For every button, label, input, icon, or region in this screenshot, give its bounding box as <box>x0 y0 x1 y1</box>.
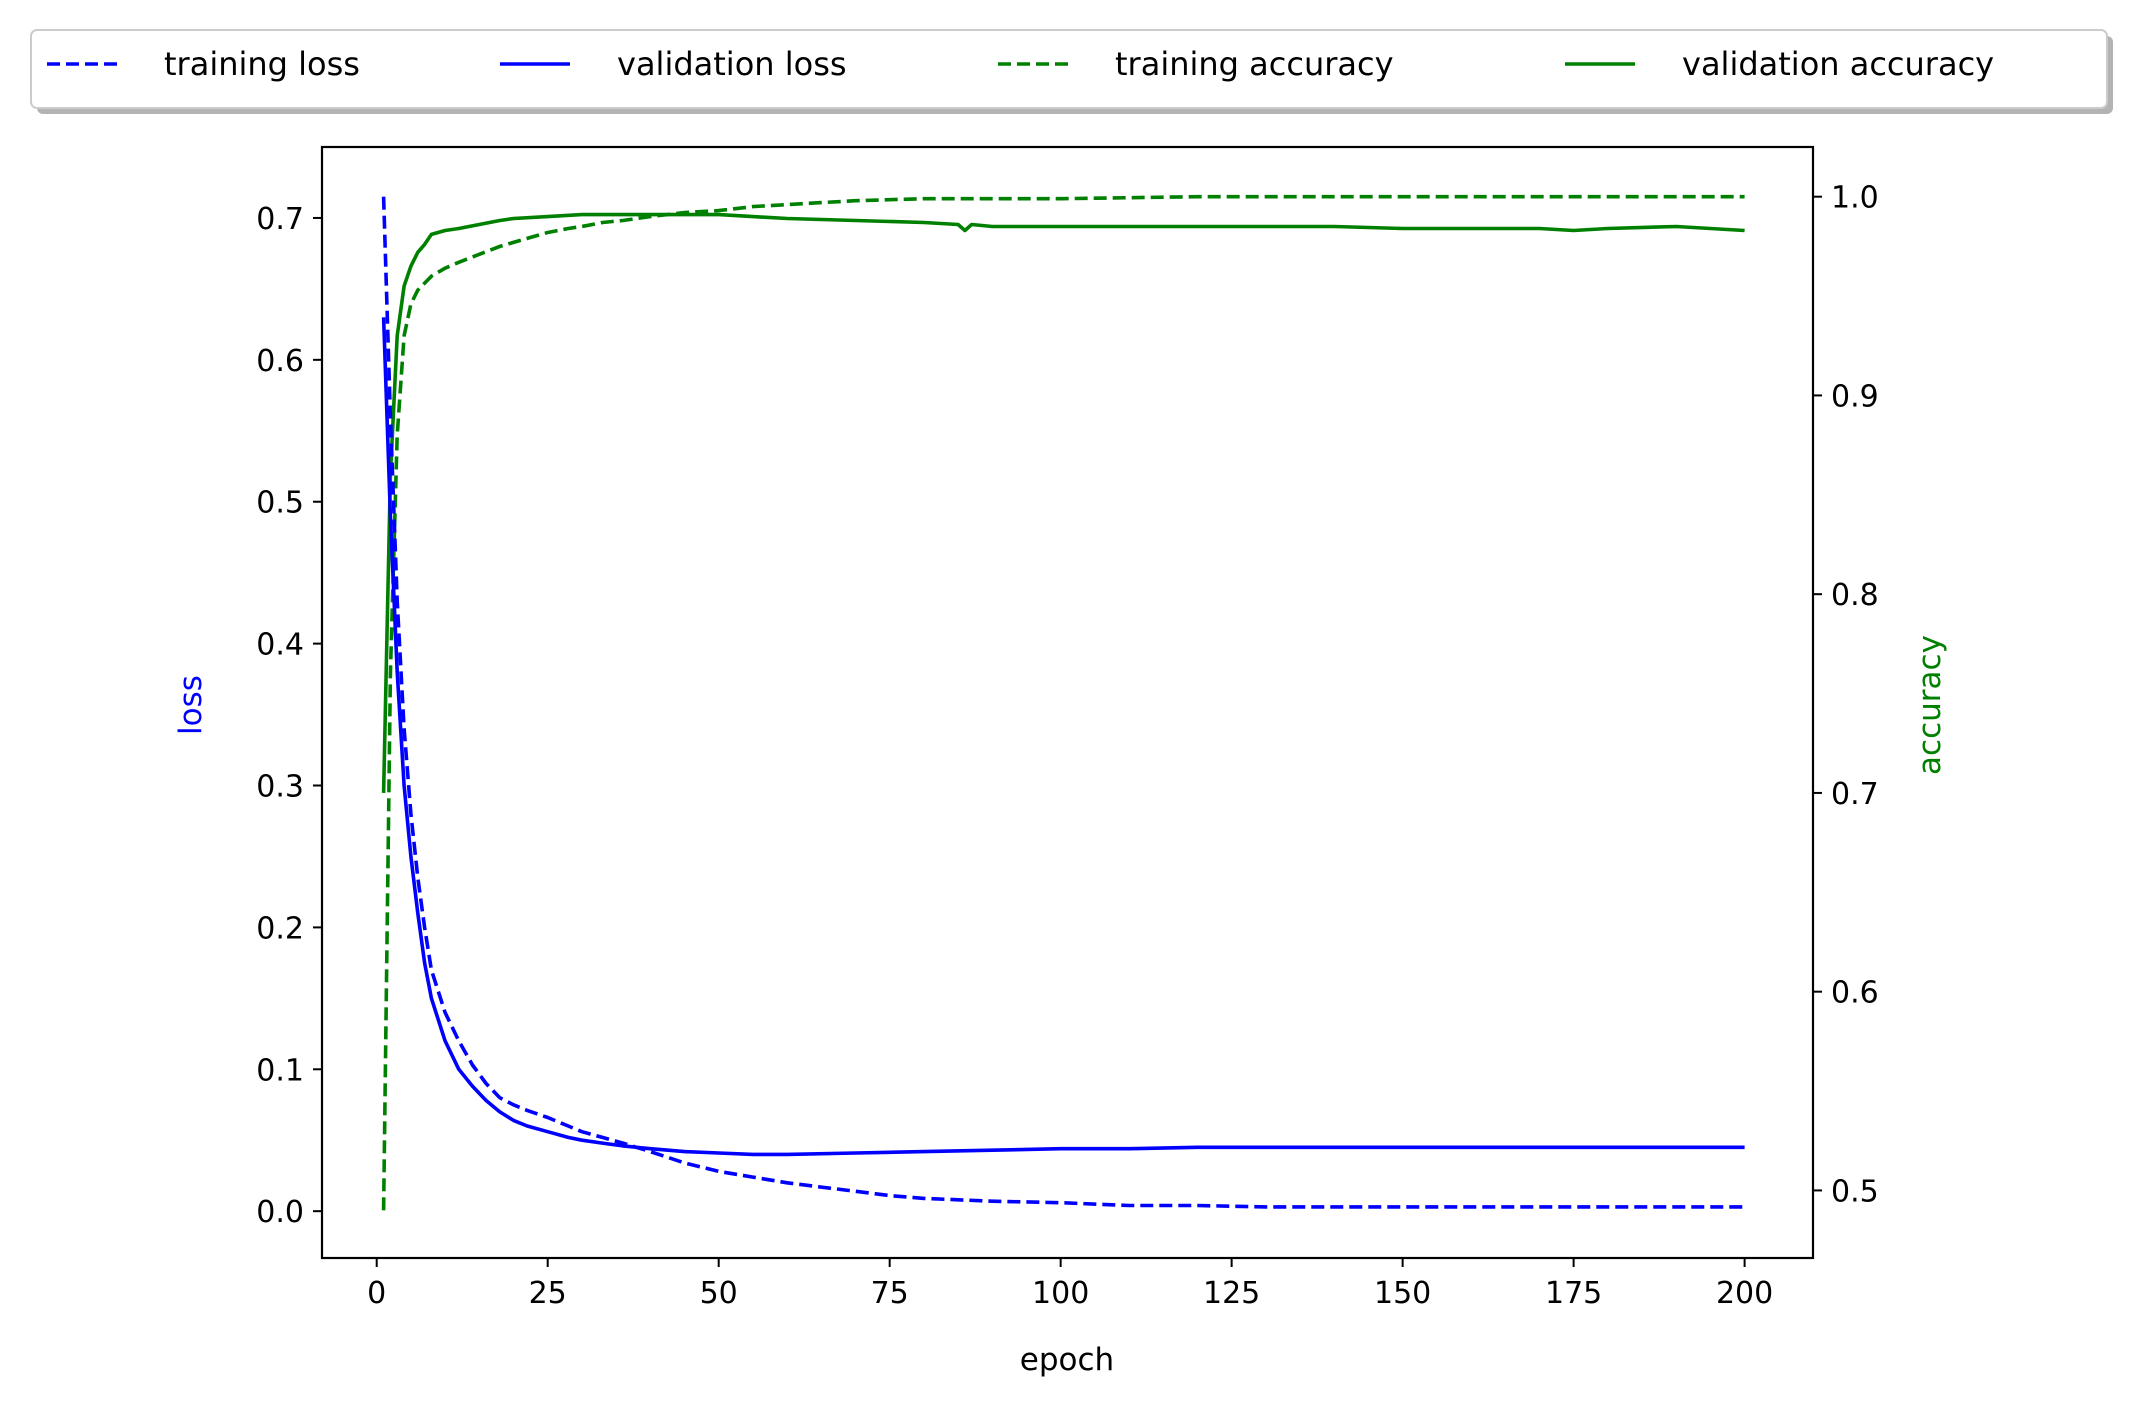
x-tick-label: 25 <box>529 1276 567 1311</box>
y-tick-label: 0.2 <box>256 911 304 946</box>
legend-frame <box>30 29 2108 109</box>
y2-tick-label: 0.6 <box>1831 976 1879 1011</box>
y2-tick-label: 0.9 <box>1831 379 1879 414</box>
y2-tick-label: 0.7 <box>1831 777 1879 812</box>
legend-label: training loss <box>164 45 360 83</box>
legend-label: training accuracy <box>1115 45 1394 83</box>
x-axis-label: epoch <box>1020 1342 1114 1378</box>
y2-tick-label: 1.0 <box>1831 181 1879 216</box>
x-tick-label: 50 <box>700 1276 738 1311</box>
y-tick-label: 0.7 <box>256 202 304 237</box>
validation-accuracy-line <box>381 212 1745 793</box>
training-loss-line <box>381 196 1745 1209</box>
y-axis-left: 0.0 0.1 0.2 0.3 0.4 0.5 0.6 0.7 <box>256 202 322 1230</box>
y-tick-label: 0.1 <box>256 1053 304 1088</box>
y2-tick-label: 0.5 <box>1831 1174 1879 1209</box>
x-tick-label: 200 <box>1716 1276 1773 1311</box>
x-tick-label: 0 <box>367 1276 386 1311</box>
y-axis-right: 0.5 0.6 0.7 0.8 0.9 1.0 <box>1813 181 1879 1209</box>
validation-loss-line <box>381 317 1745 1157</box>
y-tick-label: 0.5 <box>256 486 304 521</box>
y-tick-label: 0.4 <box>256 628 304 663</box>
plot-frame <box>320 145 1815 1260</box>
x-axis: 0 25 50 75 100 125 150 175 200 <box>367 1258 1773 1311</box>
plot-area <box>320 145 1815 1260</box>
y2-tick-label: 0.8 <box>1831 578 1879 613</box>
legend-label: validation loss <box>617 45 847 83</box>
y-tick-label: 0.6 <box>256 344 304 379</box>
y-tick-label: 0.3 <box>256 770 304 805</box>
y-axis-label: loss <box>173 675 209 735</box>
training-accuracy-line <box>381 194 1745 1211</box>
x-tick-label: 150 <box>1374 1276 1431 1311</box>
legend-label: validation accuracy <box>1682 45 1994 83</box>
y2-axis-label: accuracy <box>1912 635 1948 775</box>
y-tick-label: 0.0 <box>256 1195 304 1230</box>
x-tick-label: 75 <box>871 1276 909 1311</box>
x-tick-label: 175 <box>1545 1276 1602 1311</box>
legend: training loss validation loss training acc… <box>30 29 2113 114</box>
x-tick-label: 100 <box>1032 1276 1089 1311</box>
x-tick-label: 125 <box>1203 1276 1260 1311</box>
